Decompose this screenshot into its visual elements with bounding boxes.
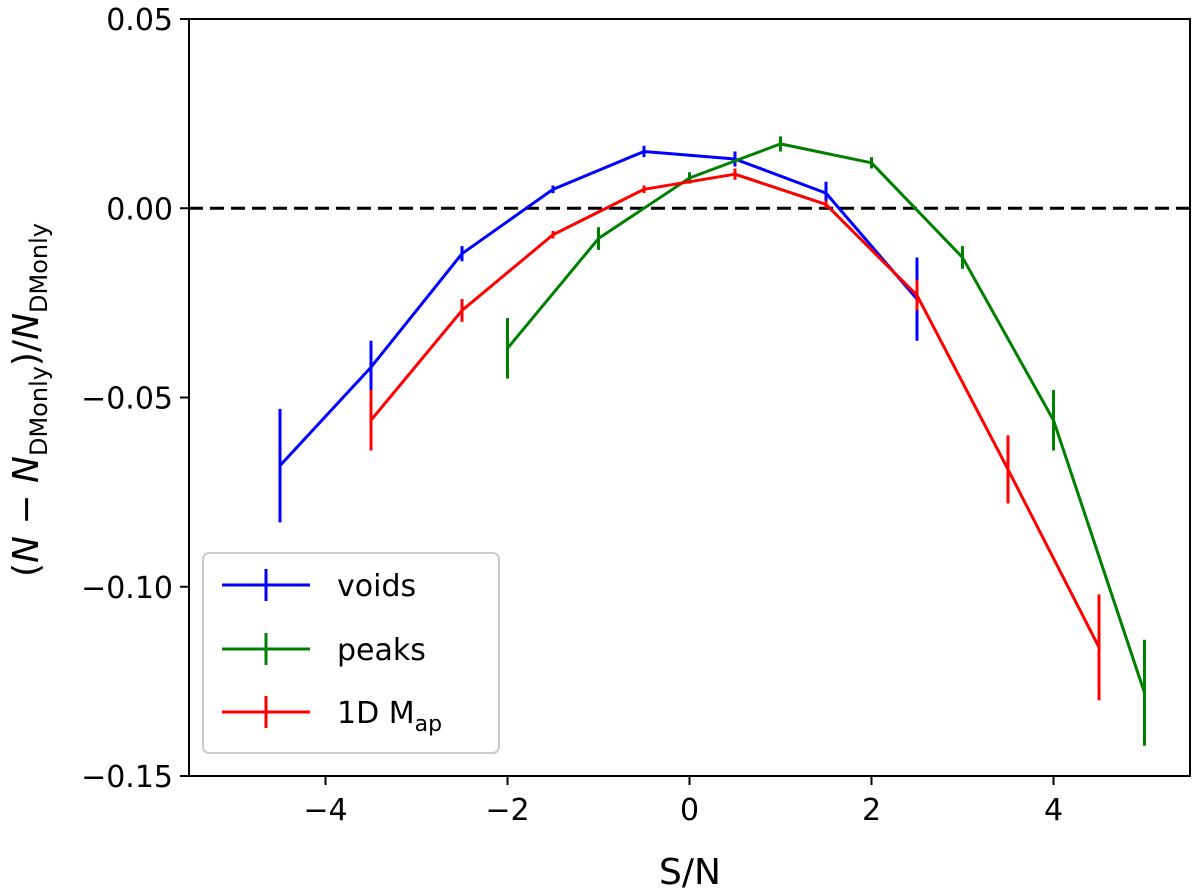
- x-tick-label: 4: [1044, 793, 1063, 828]
- legend: voids peaks 1D Map: [202, 552, 500, 754]
- y-axis: −0.15 −0.10 −0.05 0.00 0.05: [81, 3, 189, 795]
- y-tick-label: 0.05: [106, 3, 173, 38]
- legend-label-1d-map: 1D Map: [337, 696, 442, 737]
- y-tick-label: −0.05: [81, 382, 173, 417]
- legend-label-peaks: peaks: [337, 633, 426, 668]
- y-axis-label: (N − NDMonly)/NDMonly: [6, 223, 53, 577]
- legend-frame: [202, 552, 500, 754]
- x-axis: −4 −2 0 2 4: [303, 776, 1063, 828]
- y-tick-label: −0.15: [81, 760, 173, 795]
- y-tick-label: −0.10: [81, 571, 173, 606]
- y-tick-label: 0.00: [106, 192, 173, 227]
- series-layer: [278, 136, 1146, 746]
- x-tick-label: −2: [485, 793, 529, 828]
- plot-frame: [188, 18, 1191, 777]
- series-line-voids: [278, 149, 919, 467]
- series-line-peaks: [506, 142, 1146, 694]
- legend-entry-voids: voids: [222, 569, 416, 604]
- series-voids: [278, 145, 919, 523]
- series-peaks: [506, 136, 1146, 746]
- legend-entry-1d-map: 1D Map: [222, 696, 442, 737]
- legend-entry-peaks: peaks: [222, 633, 426, 668]
- x-tick-label: 2: [862, 793, 881, 828]
- x-axis-label: S/N: [659, 852, 721, 893]
- series-1d-map: [369, 168, 1101, 701]
- x-tick-label: −4: [303, 793, 347, 828]
- legend-label-voids: voids: [337, 569, 416, 604]
- x-tick-label: 0: [680, 793, 699, 828]
